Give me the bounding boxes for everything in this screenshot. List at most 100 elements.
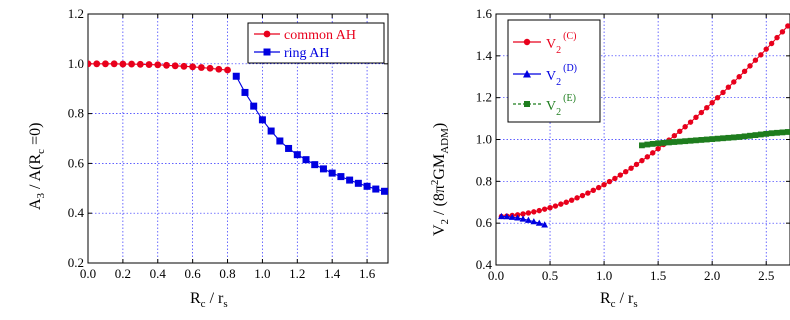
x-axis-label-left: Rc / rs — [190, 290, 228, 310]
y-tick-label: 0.4 — [68, 205, 85, 220]
data-point-right-2 — [752, 132, 759, 139]
chart-left: 0.0 0.2 0.4 0.6 0.8 1.0 1.2 1.4 1.60.20.40.60.81… — [27, 6, 389, 310]
data-point-right-2 — [703, 136, 710, 143]
data-point-left-1 — [276, 137, 284, 145]
data-point-right-0 — [644, 154, 651, 160]
x-tick-label: 1.6 — [359, 266, 376, 281]
data-point-right-0 — [531, 209, 537, 215]
data-point-right-0 — [590, 187, 596, 194]
y-tick-label: 1.0 — [476, 132, 492, 147]
data-point-right-1 — [541, 221, 549, 228]
x-tick-label: 0.6 — [185, 266, 202, 281]
data-point-right-2 — [698, 137, 705, 143]
x-tick-label: 0.5 — [542, 268, 558, 283]
data-point-right-0 — [552, 203, 559, 209]
data-point-right-0 — [617, 172, 624, 178]
legend-label-v2e: V2(E) — [546, 93, 576, 118]
data-point-right-0 — [595, 184, 602, 191]
x-axis-label-right: Rc / rs — [600, 290, 638, 310]
data-point-right-2 — [730, 134, 737, 141]
legend-left: common AH ring AH — [247, 22, 385, 64]
data-point-right-0 — [741, 68, 748, 75]
data-point-left-1 — [346, 176, 354, 184]
x-tick-label: 1.2 — [289, 266, 305, 281]
data-point-left-0 — [197, 64, 205, 71]
data-point-right-0 — [541, 206, 548, 212]
legend-box-left — [247, 22, 385, 64]
data-point-left-1 — [319, 165, 327, 173]
x-tick-label: 1.5 — [650, 268, 666, 283]
data-point-right-0 — [758, 52, 764, 58]
x-tick-label: 1.4 — [324, 266, 341, 281]
data-point-right-0 — [774, 34, 780, 41]
data-point-right-2 — [644, 141, 651, 148]
data-point-right-2 — [779, 129, 786, 136]
data-point-left-0 — [110, 60, 118, 68]
data-point-right-0 — [628, 165, 634, 171]
y-tick-label: 1.0 — [68, 56, 84, 71]
data-point-left-0 — [119, 60, 127, 68]
data-point-right-0 — [536, 207, 542, 214]
data-point-right-2 — [687, 137, 694, 144]
data-point-left-0 — [136, 60, 144, 68]
legend-marker-ring-ah — [263, 48, 271, 56]
data-point-left-1 — [258, 116, 266, 124]
data-point-right-2 — [660, 139, 667, 146]
data-point-left-1 — [250, 102, 258, 110]
data-point-right-0 — [568, 197, 575, 203]
y-tick-label: 0.2 — [68, 255, 84, 270]
x-tick-label: 0.0 — [80, 266, 96, 281]
legend-marker-v2c — [523, 38, 531, 46]
data-point-left-1 — [354, 179, 362, 187]
data-point-right-2 — [693, 137, 699, 144]
series-right — [498, 23, 790, 228]
legend-label-v2d: V2(D) — [546, 63, 577, 88]
data-point-right-0 — [671, 133, 678, 139]
data-point-right-2 — [655, 140, 662, 147]
data-point-right-2 — [747, 132, 753, 139]
data-point-right-2 — [639, 142, 645, 149]
data-point-right-1 — [519, 215, 527, 222]
data-point-right-0 — [563, 199, 569, 205]
data-point-right-0 — [714, 94, 721, 101]
legend-label-ring-ah: ring AH — [284, 46, 330, 61]
legend-right: V2(C) V2(D) V2(E) — [507, 19, 601, 123]
data-point-right-0 — [736, 74, 742, 80]
y-tick-label: 0.6 — [68, 155, 85, 170]
data-point-right-2 — [720, 135, 726, 142]
data-point-right-0 — [585, 190, 591, 196]
data-point-right-2 — [682, 138, 689, 145]
legend-label-v2c: V2(C) — [546, 31, 576, 56]
y-tick-label: 0.8 — [68, 106, 84, 121]
y-axis-label-left: A3 / A(Rc =0) — [27, 123, 47, 210]
data-point-left-0 — [180, 62, 188, 70]
data-point-right-1 — [498, 212, 505, 220]
data-point-right-0 — [752, 57, 759, 63]
data-point-right-1 — [508, 213, 516, 220]
data-point-left-0 — [128, 60, 136, 68]
y-tick-label: 1.4 — [476, 48, 493, 63]
series-line-left-1 — [235, 75, 385, 192]
series-left — [88, 60, 388, 195]
data-point-left-0 — [88, 60, 92, 68]
x-tick-label: 0.2 — [115, 266, 131, 281]
data-point-left-1 — [337, 173, 345, 181]
data-point-right-0 — [763, 46, 769, 52]
data-point-right-1 — [535, 219, 543, 226]
plot-frame-left — [87, 13, 389, 264]
data-point-left-0 — [163, 61, 170, 69]
ticks-left: 0.0 0.2 0.4 0.6 0.8 1.0 1.2 1.4 1.60.20.40.60.81… — [68, 6, 388, 281]
data-point-left-0 — [224, 66, 231, 74]
legend-box-right — [507, 19, 601, 123]
data-point-right-2 — [666, 139, 672, 146]
data-point-right-0 — [785, 23, 790, 29]
data-point-right-0 — [682, 124, 688, 130]
data-point-left-0 — [171, 62, 179, 70]
legend-marker-v2d — [523, 70, 531, 78]
data-point-right-0 — [520, 211, 526, 217]
data-point-right-0 — [525, 210, 532, 216]
data-point-right-2 — [757, 131, 764, 138]
x-tick-label: 1.0 — [596, 268, 612, 283]
data-point-left-1 — [241, 88, 249, 96]
